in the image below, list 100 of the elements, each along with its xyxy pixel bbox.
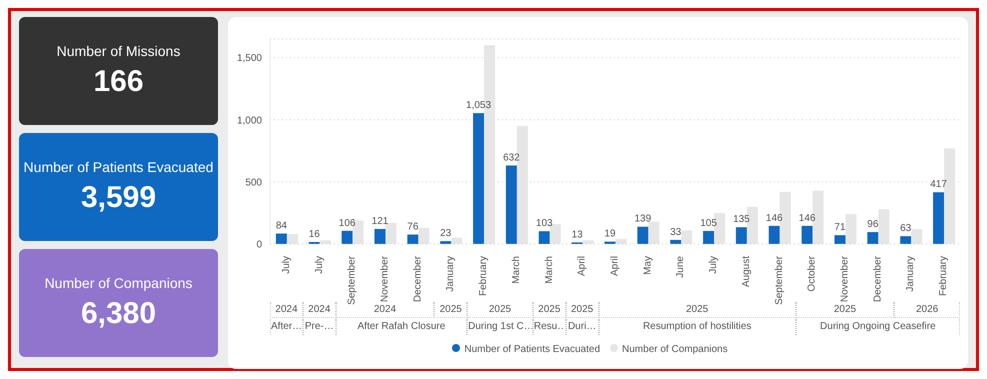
x-tick-label: February [478,256,490,296]
bar [538,231,550,244]
text: 2024 [374,304,396,315]
x-tick-label: April [576,256,588,276]
x-tick-label: October [806,255,818,292]
text: During Ongoing Ceasefire [796,319,960,335]
data-label: 19 [604,228,616,240]
bar [418,228,430,244]
text: 2025 [686,304,708,315]
data-label: 417 [930,179,948,190]
bar [878,209,890,244]
x-tick-label: January [905,256,916,292]
text: 6,380 [80,297,156,331]
bar [374,228,386,244]
bar [473,113,484,244]
bar [670,240,682,244]
x-tick-label: April [610,256,620,276]
x-tick-label: March [544,256,555,284]
legend-label: Number of Companions [622,344,728,355]
bar [703,230,714,244]
x-tick-label: August [740,256,752,288]
bar [637,226,648,244]
x-tick-label: September [346,255,358,305]
data-label: 121 [372,216,389,227]
x-tick-label: May [642,256,654,275]
legend-label: Number of Patients Evacuated [464,344,600,355]
x-tick-label: January [445,256,456,292]
bar [407,234,418,244]
bar [451,238,462,244]
data-label: 71 [834,222,846,234]
data-label: 146 [766,212,784,224]
bar [736,227,747,244]
bar [834,235,846,244]
x-tick-label: November [840,255,850,302]
text: After Rafah Closure [336,319,468,335]
y-tick-label: 0 [256,240,262,251]
x-tick-label: July [314,256,325,274]
data-label: 23 [440,228,452,240]
y-tick-label: 1,000 [236,115,262,126]
text: 2025 [796,302,894,318]
bar [286,234,298,244]
text: Number of Companions [44,275,192,291]
bar [648,222,660,244]
text: Number of Patients Evacuated [24,159,214,175]
x-tick-label: September [774,255,785,305]
data-label: 13 [572,229,584,240]
data-label: 135 [733,214,750,226]
bar [615,239,626,244]
text: 2024 [270,302,303,318]
text: 2026 [894,302,960,318]
x-tick-label: February [938,256,950,296]
bar [768,226,780,244]
y-tick-label: 1,500 [236,53,262,64]
text: 166 [93,65,144,99]
data-label: 1,053 [466,100,492,112]
data-label: 139 [634,214,652,225]
x-tick-label: June [675,256,686,278]
text: After… [270,319,303,335]
x-tick-label: July [708,256,720,274]
bar [342,230,353,244]
bar [911,229,922,244]
data-label: 33 [670,226,682,238]
bar [320,240,331,244]
data-label: 632 [503,152,520,164]
text: 2025 [566,302,599,318]
text: Resumption of hostilities [598,319,796,335]
data-label: 76 [407,222,419,233]
bar [276,234,287,244]
data-label: 103 [536,218,554,230]
x-tick-label: July [280,256,292,274]
data-label: 146 [798,212,816,224]
text: Number of Missions [56,43,180,59]
bar [440,241,452,244]
text: 2025 [532,302,566,318]
text: Pre-… [302,319,336,335]
text: Resu… [532,319,568,335]
y-tick-label: 500 [245,177,262,188]
data-label: 84 [276,220,288,232]
text: 2025 [434,302,468,318]
x-tick-label: March [510,256,522,284]
data-label: 96 [867,219,879,230]
x-tick-label: December [872,255,884,302]
text: 3,599 [80,181,156,215]
bar [933,192,944,244]
text: Duri… [566,319,599,335]
data-label: 105 [700,218,718,229]
bar [681,230,692,244]
x-tick-label: December [412,255,424,302]
bar [506,165,517,244]
bar [900,236,912,244]
bar [385,222,396,244]
bar [845,214,856,244]
data-label: 63 [900,223,912,234]
data-label: 106 [338,218,356,229]
bar [582,240,594,244]
data-label: 16 [308,229,320,240]
text: 2025 [467,302,533,318]
text: 2024 [302,302,336,318]
bar [867,232,878,244]
bar [802,226,813,244]
